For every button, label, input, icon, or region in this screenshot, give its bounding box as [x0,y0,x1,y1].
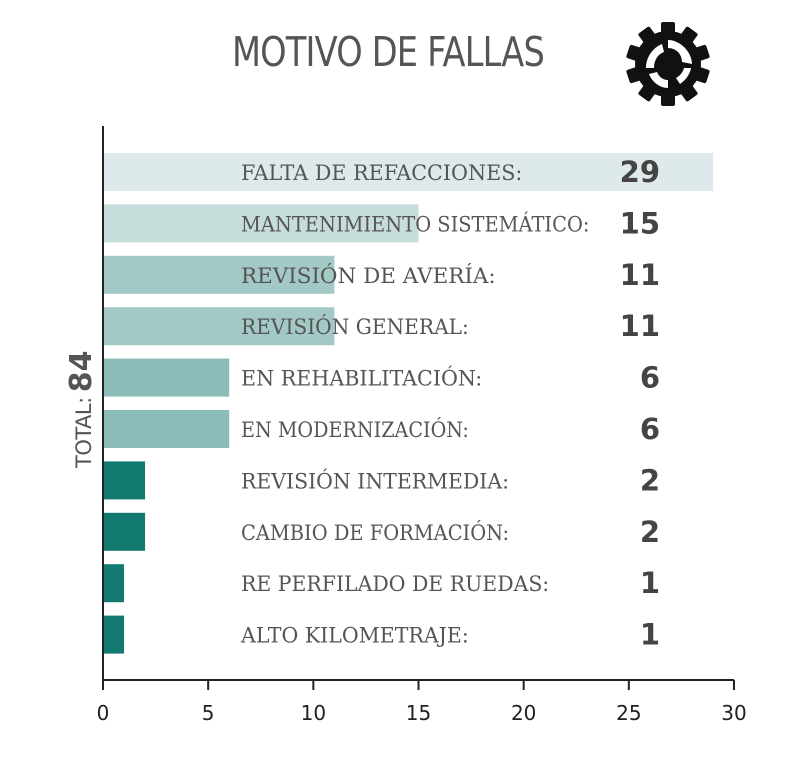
bar [103,512,146,551]
bar [103,204,419,243]
category-label: CAMBIO DE FORMACIÓN: [241,520,509,545]
bar [103,307,335,346]
x-tick-label: 15 [406,701,431,725]
value-label: 29 [620,155,660,189]
bar [103,461,146,500]
category-label: ALTO KILOMETRAJE: [240,624,469,648]
value-label: 6 [640,412,660,446]
gear-icon [626,22,710,106]
value-label: 11 [620,258,660,292]
category-label: REVISIÓN INTERMEDIA: [241,468,509,493]
bar [103,358,230,397]
value-label: 2 [640,463,660,497]
bar [103,615,125,654]
bar [103,153,713,191]
chart-title: MOTIVO DE FALLAS [232,28,545,76]
category-label: EN REHABILITACIÓN: [241,366,482,391]
category-label: RE PERFILADO DE RUEDAS: [241,572,549,596]
x-tick-label: 10 [301,701,326,725]
value-label: 1 [640,618,660,652]
value-label: 6 [640,361,660,395]
value-label: 1 [640,566,660,600]
x-tick-label: 5 [202,701,215,725]
bar [103,255,335,294]
x-tick-label: 0 [97,701,110,725]
category-label: MANTENIMIENTO SISTEMÁTICO: [241,212,589,236]
category-label: FALTA DE REFACCIONES: [241,161,522,185]
bar [103,410,230,448]
value-label: 15 [620,206,660,240]
category-label: EN MODERNIZACIÓN: [241,417,469,442]
bar [103,564,125,603]
x-tick-label: 25 [616,701,641,725]
x-tick-label: 20 [511,701,536,725]
category-label: REVISIÓN GENERAL: [241,314,469,339]
value-label: 2 [640,515,660,549]
category-label: REVISIÓN DE AVERÍA: [241,263,496,288]
value-label: 11 [620,309,660,343]
x-tick-label: 30 [721,701,746,725]
